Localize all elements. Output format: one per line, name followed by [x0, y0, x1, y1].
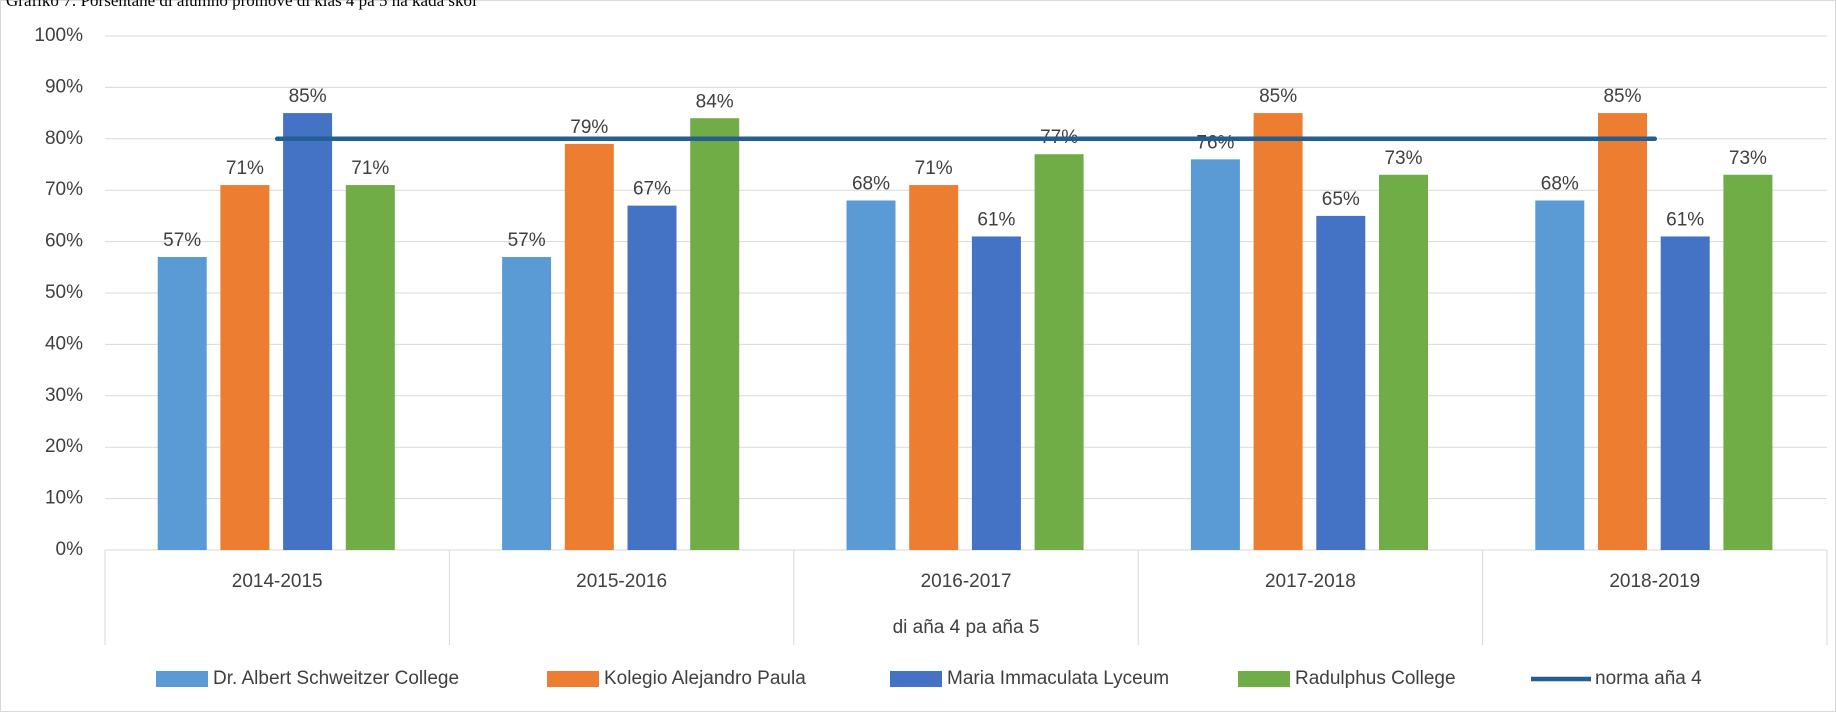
legend-swatch	[890, 671, 942, 687]
y-tick-label: 50%	[45, 282, 83, 303]
data-label: 84%	[696, 91, 734, 112]
legend-swatch	[1238, 671, 1290, 687]
data-label: 73%	[1384, 148, 1422, 169]
bar	[1190, 159, 1240, 551]
data-label: 57%	[163, 230, 201, 251]
legend-label: norma aña 4	[1595, 668, 1702, 689]
y-tick-label: 0%	[56, 539, 84, 560]
bar	[1598, 113, 1647, 550]
bar	[220, 185, 270, 550]
data-label: 61%	[977, 209, 1015, 230]
y-tick-label: 80%	[45, 128, 83, 149]
bar	[971, 236, 1021, 550]
bar	[1379, 174, 1428, 550]
bar	[502, 257, 552, 550]
bar	[1535, 200, 1585, 551]
data-label: 79%	[570, 117, 608, 138]
legend-label: Dr. Albert Schweitzer College	[213, 668, 459, 689]
x-tick-label: 2016-2017	[921, 571, 1012, 592]
bar	[909, 185, 959, 550]
bar	[846, 200, 896, 551]
x-tick-label: 2015-2016	[576, 571, 667, 592]
x-tick-label: 2018-2019	[1609, 571, 1700, 592]
data-label: 68%	[852, 173, 890, 194]
bar	[1660, 236, 1710, 550]
y-tick-label: 20%	[45, 436, 83, 457]
legend-label: Radulphus College	[1295, 668, 1456, 689]
x-tick-label: 2014-2015	[232, 571, 323, 592]
y-tick-label: 10%	[45, 488, 83, 509]
data-label: 85%	[289, 86, 327, 107]
bar	[1723, 174, 1773, 550]
y-tick-label: 60%	[45, 231, 83, 252]
bar	[283, 113, 333, 550]
bar	[1316, 215, 1366, 550]
bar	[1034, 154, 1084, 550]
legend-label: Kolegio Alejandro Paula	[604, 668, 806, 689]
data-label: 65%	[1322, 189, 1360, 210]
bar	[690, 118, 740, 551]
data-label: 67%	[633, 179, 671, 200]
legend-label: Maria Immaculata Lyceum	[947, 668, 1169, 689]
y-tick-label: 30%	[45, 385, 83, 406]
legend-swatch	[547, 671, 599, 687]
data-label: 68%	[1541, 173, 1579, 194]
x-axis-title: di aña 4 pa aña 5	[893, 617, 1040, 638]
bar	[157, 257, 207, 550]
legend-swatch	[156, 671, 208, 687]
y-tick-label: 40%	[45, 333, 83, 354]
x-tick-label: 2017-2018	[1265, 571, 1356, 592]
bar	[1253, 113, 1303, 550]
data-label: 71%	[226, 158, 264, 179]
data-label: 71%	[915, 158, 953, 179]
bar	[345, 185, 395, 550]
y-tick-label: 100%	[34, 25, 83, 46]
bar	[564, 143, 614, 550]
bar	[627, 205, 677, 550]
data-label: 61%	[1666, 209, 1704, 230]
data-label: 76%	[1196, 132, 1234, 153]
data-label: 71%	[351, 158, 389, 179]
data-label: 57%	[508, 230, 546, 251]
y-tick-label: 90%	[45, 76, 83, 97]
data-label: 85%	[1603, 86, 1641, 107]
data-label: 73%	[1729, 148, 1767, 169]
chart-title: Gráfiko 7: Porsentahe di alumno promovè …	[6, 0, 477, 10]
y-tick-label: 70%	[45, 179, 83, 200]
data-label: 85%	[1259, 86, 1297, 107]
